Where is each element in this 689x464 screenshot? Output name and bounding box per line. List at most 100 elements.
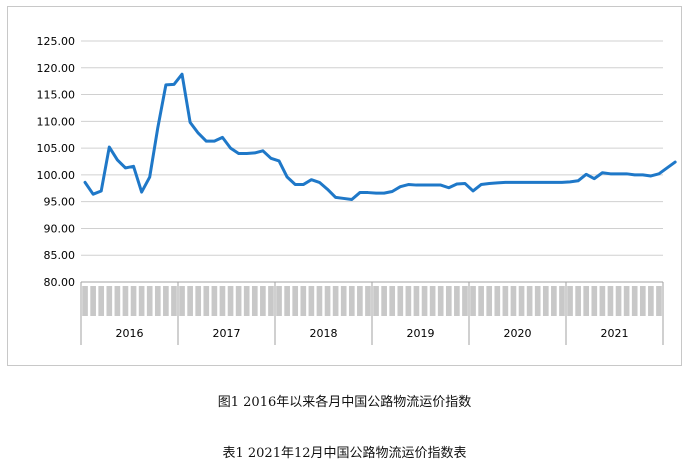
data-point — [520, 181, 523, 184]
data-point — [609, 173, 612, 175]
data-point — [173, 83, 175, 86]
month-tick-label — [405, 286, 412, 316]
year-label: 2016 — [116, 327, 144, 340]
month-tick-label — [502, 286, 509, 316]
month-tick-label — [615, 286, 622, 316]
data-point — [84, 181, 86, 184]
month-tick-label — [583, 286, 590, 316]
data-point — [124, 167, 127, 169]
month-tick-label — [179, 286, 185, 316]
data-point — [504, 181, 507, 184]
month-tick-label — [599, 286, 606, 316]
data-point — [674, 161, 676, 163]
data-point — [367, 191, 369, 194]
month-tick-label — [381, 286, 387, 316]
data-point — [633, 174, 636, 176]
data-point — [666, 167, 668, 169]
data-point — [577, 179, 579, 182]
data-point — [561, 181, 563, 184]
month-tick-label — [413, 286, 420, 316]
month-tick-label — [154, 286, 161, 316]
data-point — [318, 181, 321, 184]
data-point — [407, 183, 410, 186]
month-tick-label — [203, 286, 210, 316]
month-tick-label — [163, 286, 169, 316]
data-point — [326, 188, 329, 191]
data-point — [472, 190, 474, 192]
month-tick-label — [397, 286, 404, 316]
month-tick-label — [235, 286, 242, 316]
data-point — [512, 181, 515, 184]
data-point — [447, 186, 450, 189]
month-tick-label — [340, 286, 347, 316]
month-tick-label — [90, 286, 96, 316]
data-point — [375, 192, 377, 194]
y-tick-label: 85.00 — [44, 249, 76, 262]
month-tick-label — [195, 286, 202, 316]
data-point — [100, 190, 103, 192]
month-tick-label — [542, 286, 549, 316]
figure-caption: 图1 2016年以来各月中国公路物流运价指数 — [217, 395, 472, 410]
month-tick-label — [551, 286, 557, 316]
data-point — [245, 152, 248, 155]
month-tick-label — [292, 286, 299, 316]
data-point — [253, 152, 256, 154]
month-tick-label — [518, 286, 525, 316]
data-point — [431, 184, 434, 186]
data-point — [641, 174, 644, 176]
data-point — [302, 183, 305, 186]
data-point — [132, 165, 135, 168]
data-point — [350, 198, 353, 201]
y-tick-label: 100.00 — [37, 169, 76, 182]
data-point — [116, 159, 119, 161]
month-tick-label — [357, 286, 363, 316]
month-tick-label — [575, 286, 581, 316]
data-point — [439, 184, 442, 186]
month-tick-label — [421, 286, 428, 316]
month-tick-label — [227, 286, 234, 316]
month-tick-label — [607, 286, 614, 316]
month-tick-label — [526, 286, 533, 316]
month-tick-label — [211, 286, 218, 316]
data-point — [601, 171, 604, 174]
data-point — [617, 173, 620, 175]
y-tick-label: 80.00 — [44, 276, 76, 289]
month-tick-label — [639, 286, 646, 316]
line-chart: 125.00 120.00 115.00 110.00 105.00 100.00 95.0… — [37, 35, 677, 345]
month-tick-label — [510, 286, 517, 316]
chart-frame: 125.00 120.00 115.00 110.00 105.00 100.00 95.0… — [7, 6, 682, 366]
month-tick-label — [146, 286, 153, 316]
month-tick-label — [219, 286, 226, 316]
data-point — [189, 121, 191, 124]
month-tick-label — [462, 286, 468, 316]
month-tick-label — [122, 286, 129, 316]
data-point — [536, 181, 539, 184]
month-tick-label — [348, 286, 355, 316]
month-tick-label — [332, 286, 339, 316]
data-point — [286, 176, 288, 178]
month-tick-label — [445, 286, 452, 316]
data-point — [334, 196, 337, 199]
month-tick-label — [251, 286, 258, 316]
data-point — [181, 73, 183, 76]
month-tick-label — [138, 286, 145, 316]
data-point — [496, 182, 499, 184]
month-tick-label — [478, 286, 484, 316]
data-point — [310, 178, 313, 181]
month-tick-label — [648, 286, 654, 316]
y-tick-label: 95.00 — [44, 196, 76, 209]
data-point — [553, 181, 555, 184]
month-tick-label — [454, 286, 460, 316]
grid-lines — [81, 40, 663, 283]
data-point — [165, 84, 167, 86]
data-point — [262, 149, 264, 152]
data-point — [140, 191, 143, 193]
data-point — [108, 146, 111, 148]
month-tick-label — [82, 286, 88, 316]
year-label: 2021 — [601, 327, 629, 340]
month-tick-label — [494, 286, 501, 316]
month-tick-label — [316, 286, 323, 316]
month-tick-label — [470, 286, 476, 316]
month-tick-label — [300, 286, 307, 316]
month-tick-label — [656, 286, 662, 316]
